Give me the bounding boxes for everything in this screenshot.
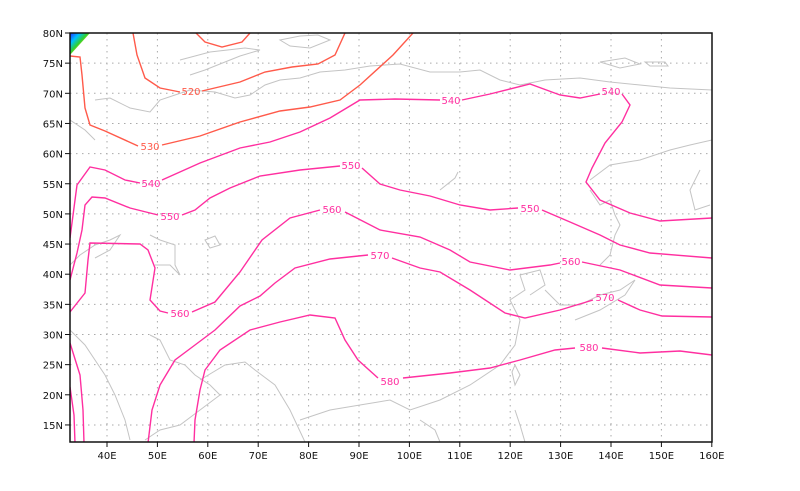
lon-tick-label: 40E [97,451,116,462]
contour-580-left [70,386,76,442]
lat-tick-label: 15N [43,421,63,432]
contour-label: 540 [601,87,620,98]
lat-tick-label: 65N [43,119,63,130]
lon-tick-label: 50E [148,451,167,462]
lon-tick-label: 90E [349,451,368,462]
contour-550 [70,165,712,281]
lat-tick-label: 35N [43,300,63,311]
contour-label: 530 [140,142,159,153]
contour-label: 580 [380,377,399,388]
contour-520 [132,33,346,93]
contour-label: 570 [370,251,389,262]
lat-tick-label: 40N [43,270,63,281]
lon-tick-label: 140E [598,451,623,462]
contour-label: 540 [441,96,460,107]
lat-tick-label: 75N [43,59,63,70]
contour-label: 550 [520,204,539,215]
contour-label: 560 [561,257,580,268]
lat-tick-label: 70N [43,89,63,100]
contour-530 [70,33,414,147]
contour-label: 540 [141,179,160,190]
lat-tick-label: 80N [43,29,63,40]
color-corner-artifact [70,33,90,55]
contour-label: 560 [322,205,341,216]
contour-570-left [70,342,85,442]
contour-label: 560 [170,309,189,320]
lat-tick-label: 25N [43,361,63,372]
lon-tick-label: 110E [447,451,472,462]
contour-520-loop [195,33,251,48]
contour-540 [70,83,712,239]
plot-frame [69,32,713,443]
contour-570 [147,254,712,442]
contour-label: 550 [341,161,360,172]
lat-tick-label: 45N [43,240,63,251]
lon-tick-label: 80E [299,451,318,462]
axis-ticks: 40E 50E 60E 70E 80E 90E 100E 110E 120E 130E 140E 15… [43,29,725,462]
contour-label: 570 [595,293,614,304]
coastlines [70,34,712,442]
lon-tick-label: 120E [497,451,522,462]
lat-tick-label: 30N [43,331,63,342]
lat-tick-label: 50N [43,210,63,221]
contour-labels: 520 530 540 540 540 550 550 550 560 560 … [140,87,620,388]
lat-tick-label: 20N [43,391,63,402]
lon-tick-label: 100E [397,451,422,462]
contour-label: 550 [160,212,179,223]
lat-tick-label: 60N [43,150,63,161]
contour-label: 520 [181,87,200,98]
lon-tick-label: 130E [548,451,573,462]
contour-560 [70,209,712,314]
contour-label: 580 [579,343,598,354]
contour-580 [193,314,712,442]
lat-tick-label: 55N [43,180,63,191]
contour-lines [70,33,712,442]
lon-tick-label: 60E [198,451,217,462]
lon-tick-label: 150E [649,451,674,462]
lon-tick-label: 160E [699,451,724,462]
lon-tick-label: 70E [249,451,268,462]
